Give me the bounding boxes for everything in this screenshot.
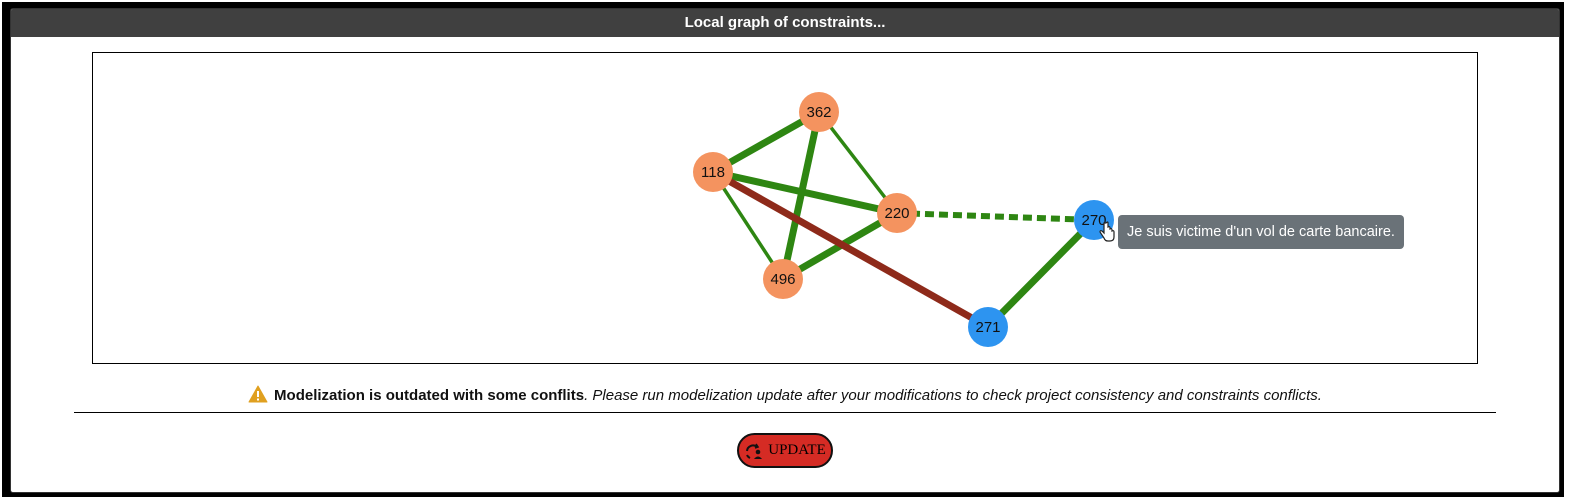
warning-icon bbox=[248, 385, 268, 403]
edge-220-270 bbox=[896, 210, 1095, 223]
graph-node-271[interactable]: 271 bbox=[968, 307, 1008, 347]
node-tooltip: Je suis victime d'un vol de carte bancai… bbox=[1118, 215, 1404, 249]
node-label: 362 bbox=[806, 104, 831, 121]
edge-362-496 bbox=[779, 111, 823, 280]
node-label: 496 bbox=[770, 271, 795, 288]
hand-cursor-icon bbox=[1099, 221, 1115, 242]
edge-118-362 bbox=[711, 108, 821, 176]
constraints-graph[interactable]: 362 118 220 496 270 271 Je suis victime d'un … bbox=[92, 52, 1478, 364]
edge-362-220 bbox=[817, 110, 899, 215]
node-circle[interactable] bbox=[763, 259, 803, 299]
status-hint-text: . Please run modelization update after y… bbox=[584, 387, 1322, 404]
constraints-panel: Local graph of constraints... 362 118 220 4… bbox=[10, 8, 1560, 493]
node-label: 270 bbox=[1081, 212, 1106, 229]
node-circle[interactable] bbox=[877, 193, 917, 233]
node-circle[interactable] bbox=[799, 92, 839, 132]
refresh-user-icon bbox=[746, 443, 763, 459]
node-circle[interactable] bbox=[693, 152, 733, 192]
graph-canvas[interactable]: 362 118 220 496 270 271 bbox=[93, 53, 1477, 363]
edge-118-271 bbox=[711, 168, 990, 331]
edge-271-270 bbox=[985, 217, 1097, 330]
modelization-status: Modelization is outdated with some confl… bbox=[11, 385, 1559, 404]
edge-118-220 bbox=[712, 168, 898, 217]
graph-node-118[interactable]: 118 bbox=[693, 152, 733, 192]
update-button-label: UPDATE bbox=[768, 442, 826, 458]
node-label: 220 bbox=[884, 205, 909, 222]
edge-118-496 bbox=[711, 171, 785, 280]
node-label: 118 bbox=[701, 164, 725, 181]
status-strong-text: Modelization is outdated with some confl… bbox=[274, 387, 585, 404]
panel-title: Local graph of constraints... bbox=[11, 9, 1559, 37]
node-label: 271 bbox=[975, 319, 1000, 336]
graph-node-362[interactable]: 362 bbox=[799, 92, 839, 132]
graph-node-220[interactable]: 220 bbox=[877, 193, 917, 233]
graph-node-496[interactable]: 496 bbox=[763, 259, 803, 299]
update-button[interactable]: UPDATE bbox=[737, 433, 833, 468]
node-circle[interactable] bbox=[968, 307, 1008, 347]
divider bbox=[74, 412, 1496, 413]
